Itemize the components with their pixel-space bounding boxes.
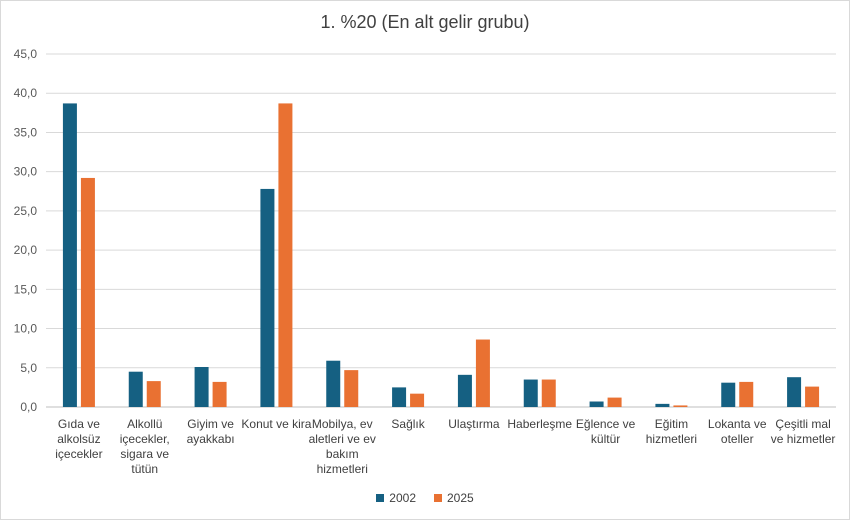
bar-series-1 (457, 374, 472, 407)
bar-series-1 (523, 379, 538, 407)
legend-swatch-series-2 (434, 494, 442, 502)
bar-series-1 (787, 377, 802, 407)
x-tick-label: Çeşitli mal ve hizmetler (771, 417, 836, 446)
legend-swatch-series-1 (376, 494, 385, 502)
x-tick-label: Giyim ve ayakkabı (187, 417, 235, 446)
x-tick-label: Eğlence ve kültür (576, 417, 636, 446)
y-tick-label: 25,0 (14, 204, 38, 218)
bar-series-1 (260, 188, 275, 407)
x-tick-label: Mobilya, ev aletleri ve ev bakım hizmetleri (309, 417, 376, 476)
bar-series-2 (739, 381, 754, 407)
bar-series-2 (541, 379, 556, 407)
x-tick-label: Gıda ve alkolsüz içecekler (55, 417, 102, 461)
x-tick-label: Lokanta ve oteller (708, 417, 767, 446)
legend-item-series-2: 2025 (434, 491, 474, 505)
y-tick-label: 40,0 (14, 86, 38, 100)
bar-series-1 (589, 401, 604, 407)
bar-series-2 (805, 386, 820, 407)
y-tick-label: 30,0 (14, 165, 38, 179)
bar-series-1 (194, 366, 209, 407)
x-tick-label: Haberleşme (507, 417, 572, 431)
bar-series-2 (344, 370, 359, 407)
bar-series-2 (146, 381, 161, 407)
x-tick-label: Konut ve kira (241, 417, 311, 431)
x-tick-label: Ulaştırma (448, 417, 500, 431)
bar-series-2 (475, 339, 490, 407)
x-tick-label: Sağlık (391, 417, 425, 431)
legend-item-series-1: 2002 (376, 491, 416, 505)
legend: 2002 2025 (1, 491, 849, 505)
bar-series-2 (278, 103, 293, 408)
y-tick-label: 35,0 (14, 125, 38, 139)
bar-series-1 (392, 387, 407, 407)
y-tick-label: 15,0 (14, 282, 38, 296)
x-tick-label: Alkollü içecekler, sigara ve tütün (120, 417, 170, 476)
bar-series-1 (326, 360, 341, 407)
chart-title: 1. %20 (En alt gelir grubu) (320, 12, 530, 32)
legend-label-series-1: 2002 (389, 491, 416, 505)
y-tick-label: 20,0 (14, 243, 38, 257)
bar-series-2 (212, 381, 227, 407)
bar-series-1 (62, 103, 77, 408)
x-tick-label: Eğitim hizmetleri (646, 417, 697, 446)
bar-series-2 (607, 397, 622, 407)
bar-series-2 (410, 393, 425, 407)
bar-series-2 (80, 177, 95, 407)
y-tick-label: 0,0 (20, 400, 37, 414)
bar-series-1 (721, 382, 736, 407)
y-tick-label: 10,0 (14, 322, 38, 336)
y-tick-label: 45,0 (14, 47, 38, 61)
y-tick-label: 5,0 (20, 361, 37, 375)
bar-series-1 (128, 371, 143, 407)
bar-series-2 (673, 405, 688, 407)
legend-label-series-2: 2025 (447, 491, 474, 505)
bar-series-1 (655, 403, 670, 407)
